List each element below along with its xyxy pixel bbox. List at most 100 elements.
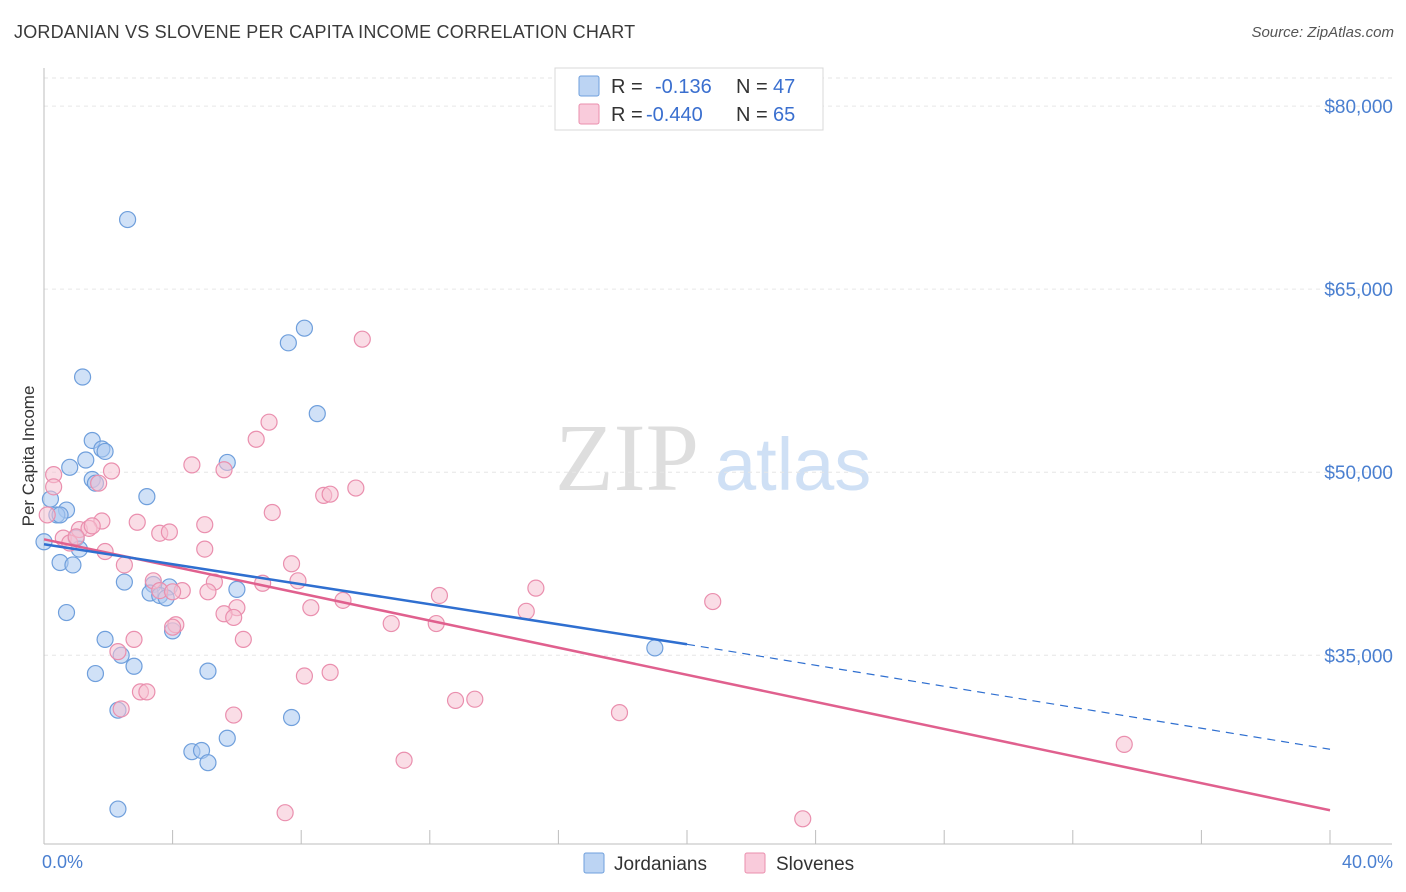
slovene-point [704,592,722,611]
jordanian-point [77,451,95,469]
gridlines [44,77,1392,656]
jordanian-point [64,556,82,574]
jordanian-point [279,334,297,352]
slovene-point [125,630,143,649]
legend-n-label-1: N = [736,76,768,98]
jordanian-point [96,442,114,461]
jordanian-point [199,662,217,680]
slovene-point [276,804,294,822]
slovene-point [289,572,307,590]
chart-title: JORDANIAN VS SLOVENE PER CAPITA INCOME C… [14,22,636,42]
legend-r-value-2: -0.440 [646,104,703,126]
slovene-point [302,599,320,617]
legend-n-label-2: N = [736,104,768,126]
jordanian-point [73,368,92,386]
x-tick-label-min: 0.0% [42,852,83,872]
series-legend: Jordanians Slovenes [583,852,854,875]
trend-lines [43,538,1331,812]
legend-n-value-2: 65 [773,104,795,126]
slovene-point [395,751,413,769]
slovene-point [282,555,301,573]
watermark-zip: ZIP [555,404,699,511]
slovene-point [83,517,101,535]
y-axis-label: Per Capita Income [19,386,38,527]
jordanian-point [138,488,156,506]
slovene-point [430,586,449,605]
slovene-point [794,810,812,828]
jordanian-point [199,754,217,772]
source-label: Source: ZipAtlas.com [1251,24,1394,41]
jordanian-point [295,319,314,337]
slovene-point [128,513,146,531]
legend-swatch-jordanians [578,75,600,97]
slovene-point [138,683,156,701]
y-tick-label: $65,000 [1324,280,1393,301]
axes [43,68,1392,845]
bottom-legend-jordanians: Jordanians [614,854,707,875]
slovene-point [67,528,85,546]
slovene-point [225,608,243,627]
jordanian-point [125,657,143,675]
legend-r-label-1: R = [611,76,643,98]
bottom-legend-swatch-slovenes [744,852,766,874]
slovene-point [225,706,243,724]
stats-legend: R = -0.136 N = 47 R = -0.440 N = 65 [554,67,824,131]
jordanian-point [109,800,127,818]
series-slovenes [38,330,1133,828]
slovene-point [112,700,130,718]
slovene-point [115,556,133,574]
slovene-point [321,485,339,503]
slovene-point [260,413,278,431]
slovene-point [353,330,371,348]
jordanian-point [115,573,133,591]
jordanian-point [646,639,664,657]
slovene-point [215,461,233,479]
tick-labels: $35,000 $50,000 $65,000 $80,000 0.0% 40.0% [42,97,1393,872]
slovene-point [234,630,252,649]
jordanians-trend-extension [686,643,1331,750]
legend-r-value-1: -0.136 [655,76,712,98]
slovene-point [38,506,56,524]
slovene-point [183,456,201,474]
slovene-point [196,516,214,534]
slovene-point [160,523,178,541]
jordanian-point [86,664,105,683]
jordanian-point [282,708,301,727]
slovene-point [321,663,339,681]
jordanians-trend-line [43,542,688,646]
slovene-point [527,579,545,597]
jordanian-point [118,210,137,229]
slovene-point [199,583,217,601]
legend-n-value-1: 47 [773,76,795,98]
slovene-point [1115,735,1133,753]
slovene-point [45,478,63,496]
slovene-point [164,618,182,636]
watermark-atlas: atlas [715,423,871,506]
y-tick-label: $35,000 [1324,646,1393,667]
jordanian-point [308,405,326,423]
slovene-point [90,474,108,492]
jordanian-point [57,603,76,622]
slovene-point [466,690,484,708]
jordanian-point [218,729,236,747]
slovene-point [610,704,629,722]
series-jordanians [35,210,664,818]
jordanian-point [96,630,114,649]
jordanian-point [228,580,246,598]
slovene-point [295,667,314,685]
slovene-point [446,691,465,710]
bottom-legend-slovenes: Slovenes [776,854,854,875]
slovene-point [347,479,365,497]
slovene-point [109,643,127,661]
slovene-point [517,602,535,620]
slovene-point [382,614,400,633]
slovene-point [102,462,121,480]
y-tick-label: $50,000 [1324,463,1393,484]
slovene-point [196,540,214,558]
legend-r-label-2: R = [611,104,643,126]
jordanian-point [61,458,79,476]
slovene-point [164,583,182,601]
slovenes-trend-line [43,538,1331,812]
bottom-legend-swatch-jordanians [583,852,605,874]
